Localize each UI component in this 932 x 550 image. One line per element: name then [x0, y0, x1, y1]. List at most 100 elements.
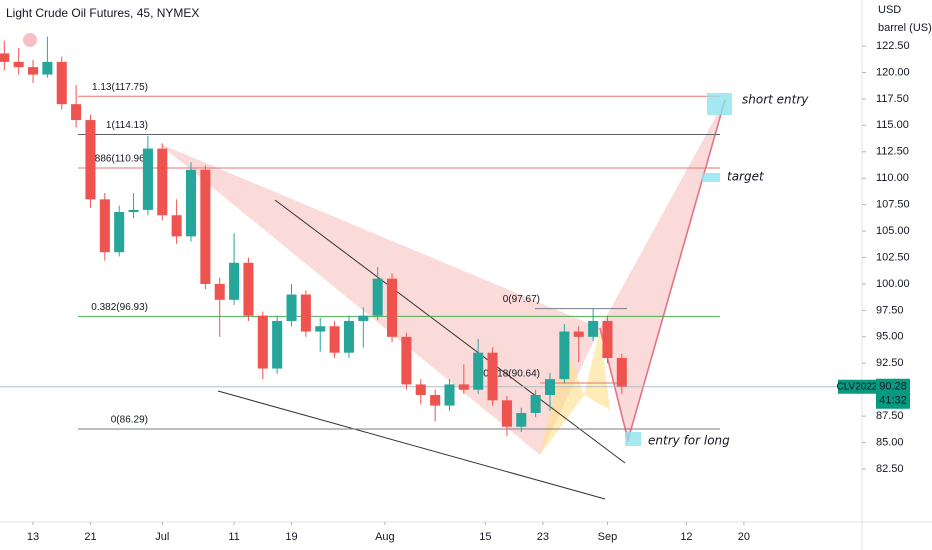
x-tick-label: Jul: [155, 531, 169, 543]
candle-body: [343, 320, 354, 353]
candle-body: [530, 394, 541, 413]
y-tick-label: 97.50: [876, 304, 904, 316]
y-tick-label: 92.50: [876, 357, 904, 369]
y-tick-label: 82.50: [876, 463, 904, 475]
candle-body: [272, 320, 283, 369]
y-tick-label: 85.00: [876, 436, 904, 448]
y-tick-label: 117.50: [876, 93, 909, 105]
y-tick-label: 112.50: [876, 146, 909, 158]
candle-body: [157, 148, 168, 216]
candle-body: [200, 169, 211, 284]
candle-body: [372, 278, 383, 316]
symbol-tag: [838, 379, 876, 394]
y-tick-label: 100.00: [876, 278, 910, 290]
candle-body: [444, 384, 455, 406]
annotation-box: [625, 432, 641, 446]
candle-body: [573, 331, 584, 337]
y-tick-label: 107.50: [876, 199, 910, 211]
annotation: entry for long: [648, 434, 730, 448]
candle-body: [487, 352, 498, 401]
fib-level-label: 1(114.13): [106, 120, 148, 131]
candle-body: [185, 169, 197, 237]
pattern-bcd: [600, 100, 725, 440]
y-tick-label: 122.50: [876, 40, 910, 52]
x-tick-label: 23: [537, 531, 549, 543]
session-marker: [23, 33, 37, 47]
x-tick-label: Sep: [598, 531, 618, 543]
candle-body: [300, 294, 311, 332]
plot: 82.5085.0087.5090.0092.5095.0097.50100.0…: [0, 36, 910, 543]
candle-body: [257, 315, 268, 369]
annotation: target: [727, 170, 765, 184]
x-tick-label: 13: [27, 531, 39, 543]
candle-body: [544, 379, 556, 395]
fib-level-label: 0.382(96.93): [91, 302, 148, 313]
fib-level-label: 0.618(90.64): [483, 369, 540, 380]
x-tick-label: 21: [84, 531, 96, 543]
x-tick-label: 12: [680, 531, 692, 543]
chart-title: Light Crude Oil Futures, 45, NYMEX: [6, 6, 199, 20]
candle-body: [71, 104, 82, 121]
countdown: 41:32: [879, 395, 907, 407]
candle-body: [401, 336, 412, 385]
x-tick-label: 19: [285, 531, 297, 543]
pattern-inner-2: [584, 328, 610, 410]
candle-body: [214, 283, 225, 300]
candle-body: [85, 120, 96, 200]
candle-body: [28, 67, 39, 75]
candle-body: [602, 320, 613, 358]
x-tick-label: Aug: [375, 531, 395, 543]
candle-body: [358, 315, 369, 321]
candle-body: [430, 394, 441, 406]
candle-body: [315, 326, 326, 332]
fib-level-label: 1.13(117.75): [92, 82, 148, 93]
y-tick-label: 110.00: [876, 172, 909, 184]
x-tick-label: 20: [738, 531, 750, 543]
pattern-inner-1: [540, 345, 584, 455]
y-tick-label: 102.50: [876, 251, 910, 263]
price-label: 90.28: [879, 381, 907, 393]
currency: USD: [878, 4, 901, 16]
candle-body: [588, 320, 599, 337]
y-tick-label: 115.00: [876, 119, 909, 131]
trend-line: [217, 390, 606, 500]
candle-body: [415, 384, 426, 395]
candle-body: [42, 61, 53, 75]
candle-body: [99, 199, 110, 253]
candle-body: [128, 209, 139, 213]
candle-body: [473, 352, 484, 390]
fib-level-label: 0.886(110.96): [86, 154, 148, 165]
candle-body: [114, 212, 125, 253]
y-tick-label: 95.00: [876, 331, 904, 343]
x-tick-label: 11: [228, 531, 239, 543]
y-tick-label: 120.00: [876, 66, 910, 78]
candle-body: [616, 357, 627, 387]
candle-body: [142, 148, 153, 210]
y-tick-label: 87.50: [876, 410, 904, 422]
price-tag: [876, 378, 910, 409]
candle-body: [516, 412, 527, 427]
candle-body: [501, 400, 512, 427]
candle-body: [458, 384, 469, 390]
candle-body: [559, 331, 570, 380]
annotation-box: [702, 173, 720, 182]
candle-body: [229, 262, 240, 300]
candle-body: [329, 326, 340, 353]
candle-body: [243, 262, 254, 316]
candle-body: [171, 215, 182, 237]
annotation-box: [707, 93, 732, 115]
candle-body: [0, 53, 10, 62]
symbol-label: CLV2022: [837, 381, 878, 392]
fib-level-label: 0(86.29): [111, 415, 148, 426]
trend-line: [274, 199, 626, 464]
annotation: short entry: [742, 93, 809, 107]
candle-body: [286, 294, 297, 321]
candle-body: [13, 61, 24, 68]
fib-level-label: 0(97.67): [503, 294, 540, 305]
x-tick-label: 15: [479, 531, 491, 543]
candle-body: [56, 61, 67, 105]
unit: barrel (US): [878, 22, 932, 34]
y-tick-label: 105.00: [876, 225, 910, 237]
candle-body: [387, 278, 398, 337]
